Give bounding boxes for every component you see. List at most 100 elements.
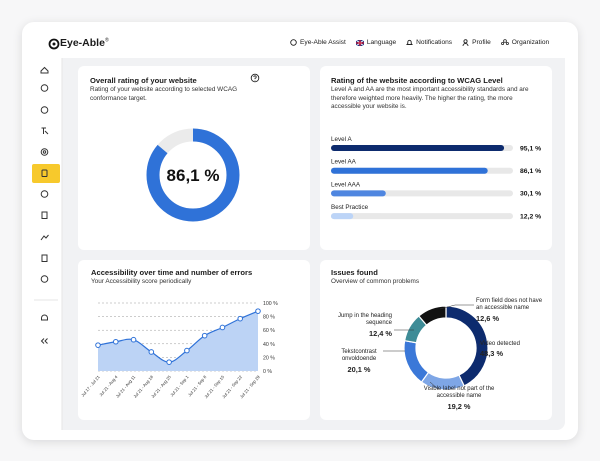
bar-category: Level A	[331, 136, 352, 143]
point	[130, 336, 137, 343]
donut-label: Jump in the heading sequence 12,4 %	[330, 313, 392, 337]
active-nav[interactable]	[32, 164, 60, 183]
donut-category: Tekstcontrast onvoldoende	[341, 349, 377, 363]
leader-line	[439, 304, 474, 310]
point	[166, 359, 172, 365]
logo-mark: ®	[104, 37, 109, 44]
nav-label: Organization	[511, 39, 550, 46]
card-subtitle: Rating of your website according to sele…	[90, 86, 238, 102]
donut-value: 48,3 %	[480, 349, 504, 359]
bar	[331, 213, 354, 220]
home-icon[interactable]	[40, 66, 49, 74]
help-icon[interactable]	[250, 73, 260, 83]
collapse-icon[interactable]	[40, 338, 48, 344]
file-icon[interactable]	[41, 211, 48, 219]
report-icon[interactable]	[40, 106, 49, 114]
area-line	[97, 310, 259, 363]
flag-icon	[355, 39, 364, 46]
scan-icon[interactable]	[40, 148, 49, 156]
donut-category: Video detected	[480, 341, 520, 347]
nav-label: Eye-Able Assist	[300, 39, 346, 46]
top-nav: Eye-Able Assist Language Notifications P…	[290, 39, 549, 46]
point	[201, 332, 208, 339]
doc-icon[interactable]	[41, 254, 48, 262]
card-issues	[320, 260, 552, 420]
leader-line	[478, 339, 485, 346]
y-tick-label: 20 %	[263, 355, 275, 361]
nav-item[interactable]: Eye-Able Assist	[290, 39, 346, 46]
bar-value: 86,1 %	[520, 168, 541, 175]
nav-item[interactable]: Profile	[462, 39, 491, 46]
donut-category: Jump in the heading sequence	[337, 313, 392, 327]
audit-icon[interactable]	[41, 169, 48, 177]
card-title: Rating of the website according to WCAG …	[331, 76, 503, 85]
bar-track	[331, 213, 513, 220]
nav-item[interactable]: Language	[355, 39, 397, 46]
donut-value: 19,2 %	[447, 401, 471, 411]
nav-label: Profile	[472, 39, 491, 46]
card-title: Accessibility over time and number of er…	[91, 268, 253, 277]
support-icon[interactable]	[41, 314, 48, 321]
bar	[331, 190, 386, 197]
y-tick-label: 60 %	[263, 328, 275, 334]
nav-icon	[406, 39, 414, 45]
donut-value: 12,6 %	[476, 313, 500, 323]
logo-icon-dot	[52, 42, 56, 46]
target-icon[interactable]	[40, 190, 49, 198]
card-wcag	[320, 66, 552, 250]
donut-label: Tekstcontrast onvoldoende 20,1 %	[334, 349, 384, 373]
trend-icon[interactable]	[40, 234, 49, 241]
gauge-value: 86,1 %	[167, 166, 220, 185]
point	[255, 308, 261, 314]
bar-value: 30,1 %	[520, 191, 541, 198]
donut-label: Video detected 48,3 %	[480, 341, 525, 358]
nav-icon	[500, 39, 509, 46]
bar-value: 12,2 %	[520, 213, 541, 220]
point	[112, 338, 119, 345]
stats-icon[interactable]	[40, 275, 49, 283]
y-tick-label: 100 %	[263, 301, 278, 307]
bar	[331, 145, 505, 151]
donut-label: Form field does not have an accessible n…	[476, 298, 548, 322]
card-subtitle: Overview of common problems	[331, 278, 420, 285]
nav-label: Language	[366, 39, 397, 46]
point	[148, 349, 155, 355]
bar-category: Level AA	[331, 159, 357, 166]
donut-segment	[417, 305, 447, 326]
scan-icon-dot	[42, 150, 47, 154]
card-title: Overall rating of your website	[90, 76, 197, 85]
bar-value: 95,1 %	[520, 145, 541, 152]
bar	[331, 167, 488, 174]
y-tick-label: 40 %	[263, 342, 275, 348]
logo[interactable]: Eye-Able®	[60, 37, 109, 49]
nav-item[interactable]: Organization	[500, 39, 550, 46]
gauge-arc	[146, 128, 240, 222]
nav-label: Notifications	[416, 39, 453, 46]
card-title: Issues found	[331, 268, 378, 277]
nav-item[interactable]: Notifications	[406, 39, 452, 46]
card-subtitle: Your Accessibility score periodically	[91, 278, 192, 285]
donut-label: Visible label not part of the accessible…	[418, 386, 500, 410]
donut-value: 20,1 %	[347, 364, 371, 374]
bar-category: Best Practice	[331, 204, 369, 211]
point	[95, 342, 101, 348]
card-description: Level A and AA are the most important ac…	[331, 86, 529, 111]
point	[237, 315, 244, 322]
language-icon[interactable]	[41, 127, 49, 135]
bar-category: Level AAA	[331, 181, 361, 188]
logo-icon	[48, 38, 60, 50]
y-tick-label: 80 %	[263, 315, 275, 321]
assist-icon[interactable]	[40, 84, 49, 92]
point	[219, 324, 226, 331]
donut-value: 12,4 %	[368, 328, 392, 338]
logo-text: Eye-Able	[60, 37, 105, 49]
point	[184, 347, 190, 354]
donut-category: Visible label not part of the accessible…	[423, 386, 495, 400]
area-fill	[98, 311, 258, 371]
leader-line	[429, 381, 439, 390]
donut-segment	[403, 339, 430, 383]
nav-icon	[290, 39, 297, 46]
